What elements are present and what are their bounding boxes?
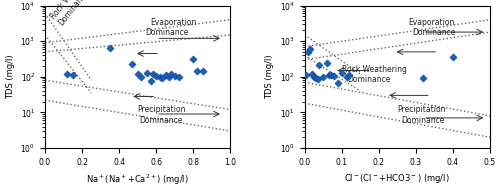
X-axis label: Cl$^-$(Cl$^-$+HCO3$^-$) (mg/l): Cl$^-$(Cl$^-$+HCO3$^-$) (mg/l) xyxy=(344,172,450,185)
Point xyxy=(334,82,342,85)
Point xyxy=(198,70,206,73)
Point xyxy=(330,75,338,78)
Point xyxy=(158,76,166,79)
Point xyxy=(146,80,154,83)
Point xyxy=(324,74,332,77)
Point xyxy=(128,62,136,65)
Point xyxy=(316,64,324,67)
Point xyxy=(449,56,457,59)
Point xyxy=(162,73,170,76)
Point xyxy=(156,75,164,78)
Text: Dominance: Dominance xyxy=(347,75,391,84)
Point xyxy=(345,73,353,76)
Point xyxy=(338,71,345,74)
Text: Rock Weathering: Rock Weathering xyxy=(342,65,406,74)
Point xyxy=(148,73,156,75)
Point xyxy=(314,78,322,81)
Point xyxy=(193,69,201,72)
Point xyxy=(106,46,114,49)
Point xyxy=(143,71,151,74)
Point xyxy=(174,75,182,78)
Point xyxy=(134,73,141,75)
Text: Dominance: Dominance xyxy=(401,116,444,125)
Y-axis label: TDS (mg/l): TDS (mg/l) xyxy=(266,54,274,99)
Text: Dominance: Dominance xyxy=(140,116,183,125)
Point xyxy=(306,48,314,51)
Point xyxy=(308,73,316,75)
Point xyxy=(323,61,331,64)
Text: Evaporation: Evaporation xyxy=(408,18,455,27)
Point xyxy=(190,58,198,61)
Point xyxy=(138,75,145,78)
Text: Dominance: Dominance xyxy=(412,28,456,37)
Point xyxy=(152,75,160,78)
Text: Precipitation: Precipitation xyxy=(398,105,446,114)
Point xyxy=(310,75,318,78)
Text: Rock Weathering
Dominance: Rock Weathering Dominance xyxy=(48,0,104,27)
Point xyxy=(63,73,72,75)
Point xyxy=(302,74,310,77)
X-axis label: Na$^+$(Na$^+$+Ca$^{2+}$) (mg/l): Na$^+$(Na$^+$+Ca$^{2+}$) (mg/l) xyxy=(86,172,189,185)
Point xyxy=(312,77,320,80)
Text: Dominance: Dominance xyxy=(145,28,188,37)
Y-axis label: TDS (mg/l): TDS (mg/l) xyxy=(6,54,15,99)
Text: Precipitation: Precipitation xyxy=(138,105,186,114)
Point xyxy=(171,75,179,78)
Point xyxy=(326,73,334,76)
Point xyxy=(419,76,427,79)
Text: Evaporation: Evaporation xyxy=(150,18,197,27)
Point xyxy=(304,50,312,53)
Point xyxy=(167,73,175,75)
Point xyxy=(343,75,351,78)
Point xyxy=(165,75,173,78)
Point xyxy=(319,75,327,78)
Point xyxy=(69,74,77,77)
